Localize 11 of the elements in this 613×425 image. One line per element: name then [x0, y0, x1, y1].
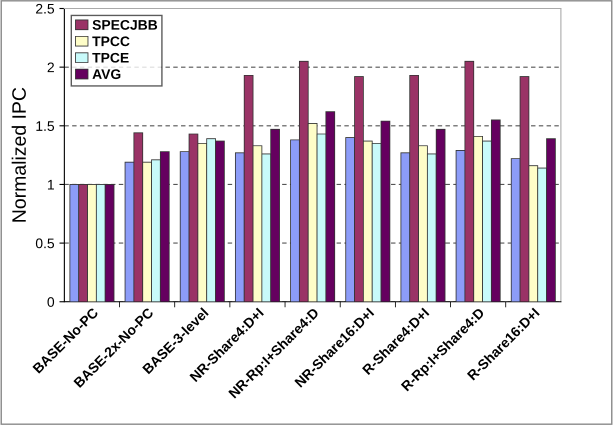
y-tick-label: 0	[47, 297, 54, 307]
y-tick-label: 0.5	[36, 238, 54, 248]
y-tick-label: 2	[48, 62, 54, 72]
legend-label: TPCE	[92, 52, 129, 63]
legend-label: AVG	[92, 69, 120, 80]
legend-label: SPECJBB	[92, 20, 158, 30]
y-axis-title: Normalized IPC	[12, 88, 26, 222]
y-tick-label: 1	[48, 180, 54, 190]
y-tick-label: 2.5	[36, 4, 54, 14]
legend-label: TPCC	[92, 36, 130, 46]
y-tick-label: 1.5	[36, 121, 54, 131]
